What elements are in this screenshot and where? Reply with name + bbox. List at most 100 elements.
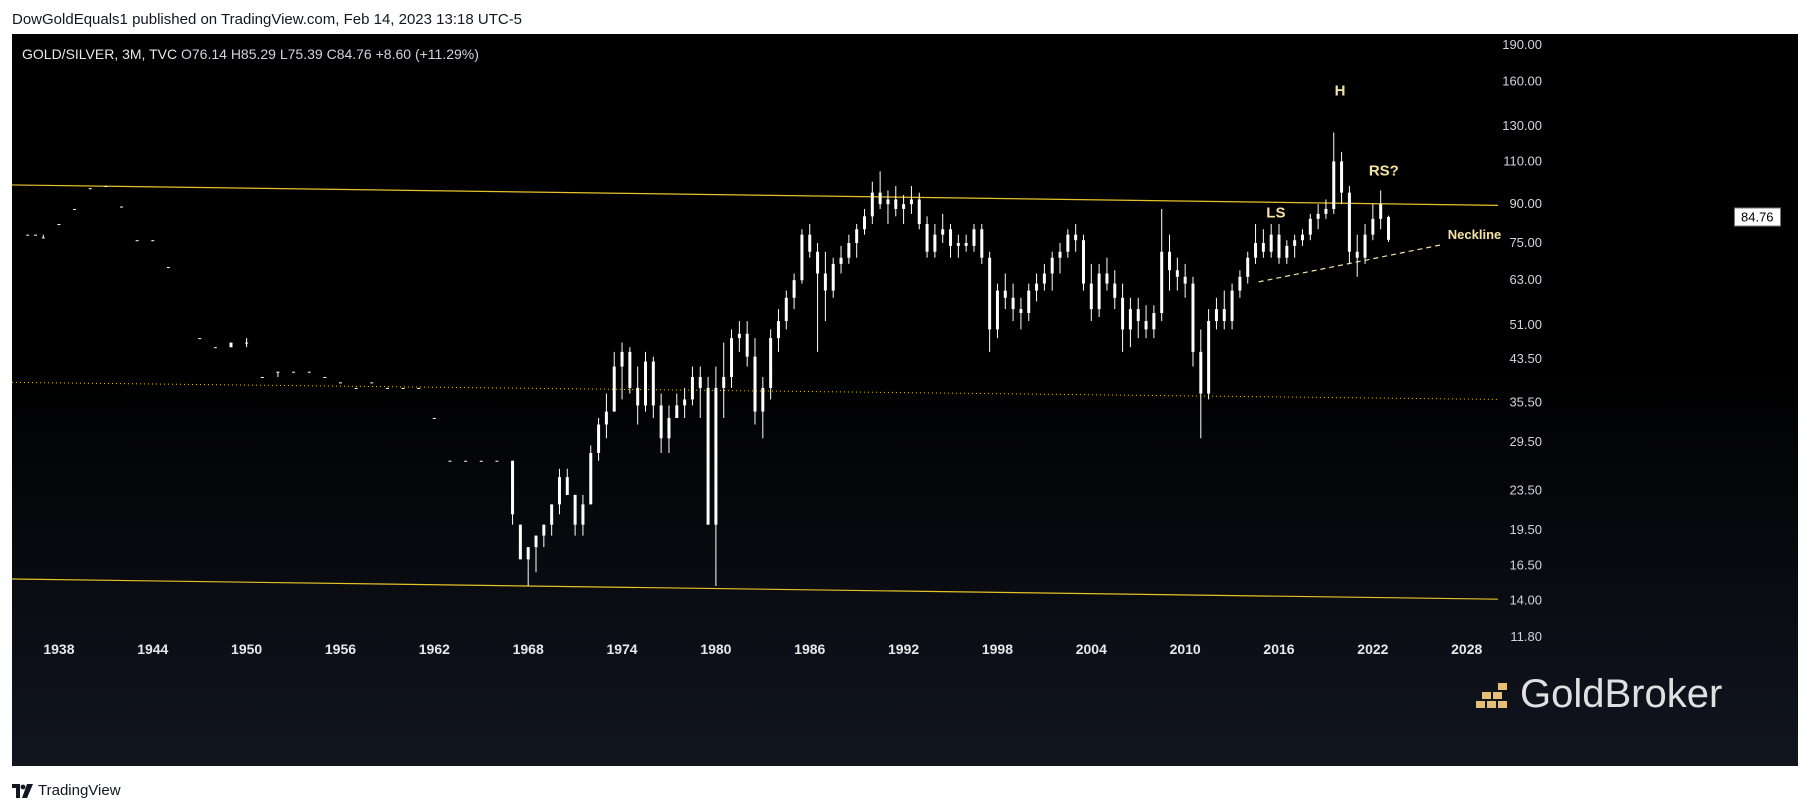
candle-body — [573, 494, 577, 525]
x-tick-label: 1956 — [325, 641, 356, 657]
trendline-lower-channel[interactable] — [12, 578, 1499, 600]
x-tick-label: 1974 — [606, 641, 637, 657]
candle-body — [808, 234, 812, 252]
candle-body — [988, 257, 992, 330]
last-price-label: 84.76 — [1734, 207, 1781, 227]
candle-body — [495, 460, 499, 462]
chart-panel[interactable]: 190.00 160.00 130.00 110.00 90.00 75.00 63.00 5… — [12, 34, 1798, 766]
x-tick-label: 2004 — [1076, 641, 1107, 657]
x-tick-label: 2016 — [1263, 641, 1294, 657]
goldbroker-watermark: GoldBroker — [1474, 672, 1722, 717]
candle-body — [1261, 243, 1265, 252]
candle-body — [659, 405, 663, 439]
candle-body — [644, 361, 648, 406]
candle-body — [33, 234, 37, 236]
candle-body — [1089, 283, 1093, 310]
candle-body — [855, 229, 859, 244]
candle-body — [1105, 273, 1109, 284]
candle-body — [1387, 216, 1391, 240]
candle-body — [1355, 251, 1359, 258]
candle-body — [949, 229, 953, 246]
y-tick-label: 160.00 — [1502, 74, 1542, 89]
candle-body — [1222, 309, 1226, 322]
annotation-h: H — [1335, 82, 1346, 99]
candle-body — [1316, 213, 1320, 219]
candle-body — [862, 216, 866, 230]
x-tick-label: 1938 — [43, 641, 74, 657]
candle-body — [1027, 290, 1031, 314]
x-tick-label: 2028 — [1451, 641, 1482, 657]
symbol-title[interactable]: GOLD/SILVER, 3M, TVC — [22, 46, 178, 62]
candle-body — [620, 351, 624, 367]
candle-body — [1074, 234, 1078, 241]
y-tick-label: 75.00 — [1509, 235, 1542, 250]
candle-body — [292, 371, 296, 373]
candle-body — [417, 387, 421, 389]
candle-body — [1168, 251, 1172, 271]
candle-body — [479, 460, 483, 462]
candle-body — [581, 504, 585, 525]
candle-body — [784, 297, 788, 322]
candle-body — [1363, 234, 1367, 258]
candle-body — [370, 382, 374, 384]
candle-body — [714, 387, 718, 525]
candle-body — [41, 237, 45, 239]
candle-body — [385, 387, 389, 389]
trendline-neckline[interactable] — [1258, 243, 1444, 283]
candle-body — [1175, 270, 1179, 277]
x-tick-label: 1986 — [794, 641, 825, 657]
tradingview-brand[interactable]: TradingView — [38, 782, 121, 799]
candle-body — [518, 524, 522, 560]
candle-body — [612, 366, 616, 412]
candle-body — [1308, 218, 1312, 235]
candle-body — [831, 263, 835, 291]
candle-body — [1136, 309, 1140, 322]
candle-body — [730, 338, 734, 377]
candle-body — [1152, 313, 1156, 330]
y-tick-label: 190.00 — [1502, 37, 1542, 52]
candle-body — [229, 342, 233, 348]
candle-body — [636, 387, 640, 406]
candle-body — [776, 321, 780, 339]
annotation-neckline: Neckline — [1448, 227, 1501, 242]
candle-body — [1183, 276, 1187, 284]
candle-body — [511, 460, 515, 515]
candle-body — [338, 382, 342, 384]
candle-body — [73, 208, 77, 210]
candle-body — [1050, 257, 1054, 274]
open-value: O76.14 — [180, 46, 227, 62]
x-tick-label: 1950 — [231, 641, 262, 657]
y-tick-label: 19.50 — [1509, 522, 1542, 537]
tradingview-logo-icon — [12, 784, 33, 798]
trendline-upper-channel[interactable] — [12, 184, 1499, 206]
candle-body — [1285, 245, 1289, 258]
ohlc-legend[interactable]: GOLD/SILVER, 3M, TVC O76.14 H85.29 L75.3… — [22, 46, 479, 62]
candle-body — [964, 243, 968, 246]
candle-body — [745, 333, 749, 357]
candle-body — [698, 376, 702, 388]
y-tick-label: 23.50 — [1509, 482, 1542, 497]
y-tick-label: 29.50 — [1509, 434, 1542, 449]
candle-body — [769, 338, 773, 388]
candle-body — [464, 460, 468, 462]
candle-body — [565, 477, 569, 495]
close-value: C84.76 — [326, 46, 372, 62]
candle-body — [597, 424, 601, 453]
candle-body — [800, 234, 804, 281]
candle-body — [1332, 161, 1336, 209]
candle-body — [354, 387, 358, 389]
candle-body — [1097, 273, 1101, 310]
tradingview-footer[interactable]: TradingView — [12, 782, 121, 799]
candle-body — [104, 186, 108, 188]
annotation-rs: RS? — [1369, 162, 1399, 179]
candle-body — [737, 333, 741, 339]
candle-body — [1066, 234, 1070, 252]
candle-body — [1011, 297, 1015, 310]
x-tick-label: 2010 — [1170, 641, 1201, 657]
candle-body — [1058, 251, 1062, 258]
candle-body — [956, 243, 960, 246]
candle-body — [941, 229, 945, 235]
candle-body — [1371, 218, 1375, 235]
gold-bars-icon — [1476, 683, 1507, 708]
chart-canvas[interactable]: 190.00 160.00 130.00 110.00 90.00 75.00 63.00 5… — [12, 34, 1798, 766]
